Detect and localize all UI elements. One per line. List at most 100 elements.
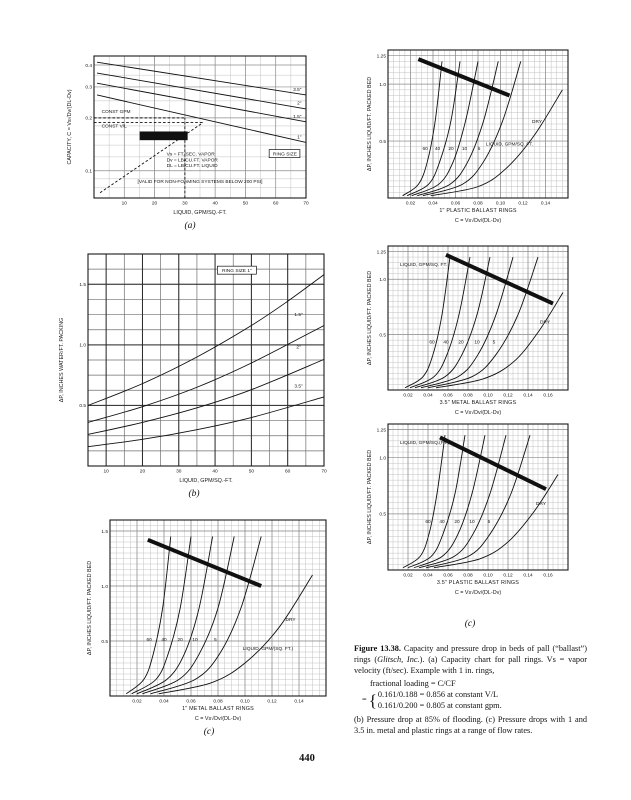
chart-c-3-5in-plastic: 60 40 20 10 5 DRY LIQUID, GPM/SQ.(FT.) 0.02 0.04… — [364, 418, 576, 596]
svg-text:40: 40 — [212, 201, 218, 207]
svg-text:3.5": 3.5" — [294, 383, 303, 389]
svg-text:C = Vs√Dv/(DL-Dv): C = Vs√Dv/(DL-Dv) — [455, 217, 501, 224]
svg-text:RING SIZE: RING SIZE — [273, 152, 297, 158]
subfigure-label-a: (a) — [184, 221, 196, 231]
svg-text:20: 20 — [454, 519, 460, 525]
svg-text:0.16: 0.16 — [543, 393, 553, 399]
svg-text:0.02: 0.02 — [403, 573, 413, 579]
svg-text:0.08: 0.08 — [213, 699, 223, 705]
svg-text:C = Vs√Dv/(DL-Dv): C = Vs√Dv/(DL-Dv) — [455, 409, 501, 416]
svg-text:C = Vs√Dv/(DL-Dv): C = Vs√Dv/(DL-Dv) — [455, 589, 501, 596]
svg-text:0.10: 0.10 — [240, 699, 250, 705]
chart-r1-plot: 60 40 20 10 5 DRY LIQUID, GPM/SQ. FT. 0.02 0.04 0… — [367, 49, 569, 224]
svg-text:0.02: 0.02 — [132, 699, 142, 705]
svg-text:60: 60 — [429, 339, 435, 345]
svg-text:ΔP, INCHES LIQUID/FT. PACKED B: ΔP, INCHES LIQUID/FT. PACKED BED — [367, 271, 373, 365]
svg-text:1.0: 1.0 — [379, 455, 386, 461]
svg-text:ΔP, INCHES WATER/FT. PACKING: ΔP, INCHES WATER/FT. PACKING — [59, 318, 65, 403]
svg-text:0.10: 0.10 — [483, 393, 493, 399]
chart-c-1in-plastic: 60 40 20 10 5 DRY LIQUID, GPM/SQ. FT. 0.02 0.04 0… — [364, 44, 576, 224]
svg-text:5: 5 — [493, 339, 496, 345]
svg-text:3.5" METAL BALLAST RINGS: 3.5" METAL BALLAST RINGS — [440, 400, 517, 406]
svg-text:DRY: DRY — [540, 320, 551, 326]
svg-text:0.06: 0.06 — [443, 393, 453, 399]
svg-text:60: 60 — [273, 201, 279, 207]
svg-text:DRY: DRY — [536, 501, 547, 507]
svg-text:40: 40 — [443, 339, 449, 345]
svg-text:10: 10 — [122, 201, 128, 207]
svg-text:30: 30 — [176, 469, 182, 475]
svg-text:1": 1" — [297, 134, 302, 140]
svg-text:0.12: 0.12 — [267, 699, 277, 705]
svg-text:20: 20 — [448, 146, 454, 152]
svg-text:1.25: 1.25 — [377, 427, 387, 433]
svg-text:CAPACITY, C = Vs√Dv/(DL-Dv): CAPACITY, C = Vs√Dv/(DL-Dv) — [66, 89, 73, 164]
chart-a-capacity: 3.5" 2" 1.5" 1" CONST GPM CONST V/L OPERATING … — [64, 48, 316, 216]
svg-text:0.08: 0.08 — [463, 573, 473, 579]
svg-text:0.14: 0.14 — [523, 393, 533, 399]
subfigure-label-c-left: (c) — [203, 727, 215, 737]
caption-intro: Capacity and pressure drop in beds of pa… — [354, 644, 587, 664]
svg-text:1" METAL BALLAST RINGS: 1" METAL BALLAST RINGS — [182, 706, 254, 712]
page-number: 440 — [299, 753, 315, 764]
svg-text:DRY: DRY — [286, 617, 297, 623]
caption-figure-number: Figure 13.38. — [354, 644, 401, 653]
svg-text:0.04: 0.04 — [159, 699, 169, 705]
svg-text:5: 5 — [214, 637, 217, 643]
svg-text:[VALID FOR NON-FOAMING SYSTEMS: [VALID FOR NON-FOAMING SYSTEMS BELOW 200… — [138, 179, 263, 185]
svg-text:2": 2" — [297, 101, 302, 107]
svg-text:0.5: 0.5 — [379, 139, 386, 145]
svg-text:40: 40 — [212, 469, 218, 475]
subfigure-label-c-right: (c) — [464, 619, 476, 629]
svg-text:Vs = FT./SEC. VAPOR: Vs = FT./SEC. VAPOR — [167, 152, 216, 158]
caption-fractional-loading: fractional loading = C/CF — [370, 678, 456, 688]
svg-text:3.5" PLASTIC BALLAST RINGS: 3.5" PLASTIC BALLAST RINGS — [437, 580, 519, 586]
svg-text:0.5: 0.5 — [379, 332, 386, 338]
svg-text:0.14: 0.14 — [294, 699, 304, 705]
svg-text:0.5: 0.5 — [101, 639, 108, 645]
svg-text:10: 10 — [469, 519, 475, 525]
svg-text:OPERATING POINT: OPERATING POINT — [142, 134, 186, 140]
chart-r2-plot: 60 40 20 10 5 DRY LIQUID, GPM/SQ. FT. 0.02 0.04 0… — [367, 245, 569, 416]
svg-text:1.0: 1.0 — [379, 82, 386, 88]
svg-text:10: 10 — [474, 339, 480, 345]
svg-text:0.1: 0.1 — [85, 169, 92, 175]
chart-b-plot: 1.5" 2" 3.5" RING SIZE 1" 10 20 30 40 50 60 70 0.5 1… — [59, 253, 327, 484]
svg-text:40: 40 — [161, 637, 167, 643]
caption-intro-cont: ). (a) Capacity chart for pall rings. Vs… — [354, 654, 587, 675]
svg-text:0.08: 0.08 — [473, 201, 483, 207]
svg-text:DL = LB/CU.FT. LIQUID: DL = LB/CU.FT. LIQUID — [167, 163, 218, 169]
svg-text:40: 40 — [439, 519, 445, 525]
svg-text:ΔP, INCHES LIQUID/FT. PACKED B: ΔP, INCHES LIQUID/FT. PACKED BED — [367, 77, 373, 171]
svg-text:ΔP, INCHES LIQUID/FT. PACKED B: ΔP, INCHES LIQUID/FT. PACKED BED — [367, 450, 373, 544]
caption-source: Glitsch, Inc. — [377, 654, 420, 664]
svg-text:1.5: 1.5 — [79, 282, 86, 288]
svg-text:0.08: 0.08 — [463, 393, 473, 399]
svg-text:LIQUID, GPM/SQ. FT.: LIQUID, GPM/SQ. FT. — [486, 142, 533, 148]
svg-text:0.16: 0.16 — [543, 573, 553, 579]
svg-text:0.02: 0.02 — [406, 201, 416, 207]
svg-text:0.12: 0.12 — [503, 393, 513, 399]
svg-text:60: 60 — [422, 146, 428, 152]
caption-paragraph-1: Figure 13.38. Capacity and pressure drop… — [354, 644, 587, 677]
svg-text:0.5: 0.5 — [79, 403, 86, 409]
svg-text:LIQUID, GPM/SQ. FT.: LIQUID, GPM/SQ. FT. — [400, 262, 447, 268]
svg-text:0.2: 0.2 — [85, 116, 92, 122]
svg-text:0.04: 0.04 — [428, 201, 438, 207]
chart-r3-plot: 60 40 20 10 5 DRY LIQUID, GPM/SQ.(FT.) 0.02 0.04… — [367, 423, 569, 596]
chart-c-3-5in-metal: 60 40 20 10 5 DRY LIQUID, GPM/SQ. FT. 0.02 0.04 0… — [364, 240, 576, 416]
svg-text:5: 5 — [488, 519, 491, 525]
svg-text:1.5": 1.5" — [293, 114, 302, 120]
svg-text:CONST V/L: CONST V/L — [102, 124, 128, 130]
caption-paragraph-2: (b) Pressure drop at 85% of flooding. (c… — [354, 714, 587, 735]
svg-text:1.5": 1.5" — [294, 312, 303, 318]
svg-text:60: 60 — [285, 469, 291, 475]
svg-text:DRY: DRY — [532, 119, 543, 125]
svg-text:0.04: 0.04 — [423, 393, 433, 399]
chart-c1-plot: 60 40 20 10 5 DRY LIQUID, GPM/(SQ. FT.) 0.02 0.0… — [87, 519, 327, 722]
svg-text:CONST GPM: CONST GPM — [102, 109, 131, 115]
chart-c-1in-metal: 60 40 20 10 5 DRY LIQUID, GPM/(SQ. FT.) 0.02 0.0… — [84, 514, 334, 722]
caption-case-list: 0.161/0.188 = 0.856 at constant V/L 0.16… — [378, 690, 502, 712]
svg-text:10: 10 — [103, 469, 109, 475]
